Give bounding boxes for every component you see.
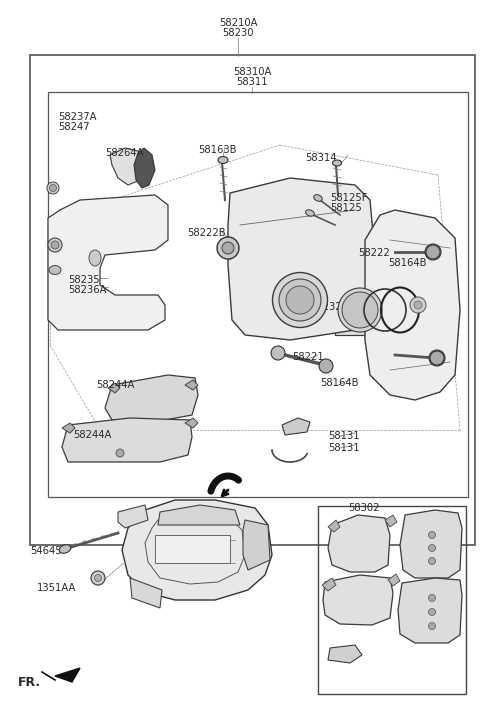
Text: 58233: 58233 [338, 313, 370, 323]
Polygon shape [400, 510, 462, 578]
Polygon shape [118, 505, 148, 528]
Polygon shape [158, 505, 240, 525]
Text: 58310A: 58310A [233, 67, 271, 77]
Polygon shape [62, 418, 192, 462]
Polygon shape [55, 668, 80, 682]
Ellipse shape [273, 272, 327, 328]
Bar [30, 55, 475, 545]
Circle shape [410, 297, 426, 313]
Polygon shape [185, 380, 198, 390]
Bar [120, 390, 185, 412]
Text: 58222B: 58222B [187, 228, 226, 238]
Text: 58222: 58222 [358, 248, 390, 258]
Ellipse shape [338, 288, 382, 332]
Ellipse shape [59, 545, 71, 553]
Circle shape [414, 301, 422, 309]
Text: 58247: 58247 [58, 122, 90, 132]
Text: 58164B: 58164B [320, 378, 359, 388]
Text: 58125F: 58125F [330, 193, 368, 203]
Circle shape [429, 608, 435, 615]
Text: 58235: 58235 [68, 275, 100, 285]
Text: 54645: 54645 [30, 546, 61, 556]
Ellipse shape [426, 245, 440, 259]
Bar [155, 535, 230, 563]
Polygon shape [322, 578, 336, 591]
Polygon shape [134, 148, 155, 188]
Ellipse shape [314, 195, 322, 201]
Polygon shape [62, 423, 75, 433]
Text: 58244A: 58244A [73, 430, 111, 440]
Polygon shape [105, 375, 198, 420]
Text: 58237A: 58237A [58, 112, 96, 122]
Polygon shape [130, 578, 162, 608]
Polygon shape [48, 195, 168, 330]
Text: 58213: 58213 [295, 290, 326, 300]
Ellipse shape [279, 279, 321, 321]
Polygon shape [108, 383, 120, 393]
Polygon shape [122, 500, 272, 600]
Text: 58311: 58311 [236, 77, 268, 87]
Circle shape [49, 184, 57, 191]
Ellipse shape [89, 250, 101, 266]
Polygon shape [110, 148, 148, 185]
Ellipse shape [333, 160, 341, 166]
Polygon shape [328, 645, 362, 663]
Circle shape [116, 449, 124, 457]
Text: 58232: 58232 [310, 302, 342, 312]
Circle shape [425, 244, 441, 260]
Text: 58164B: 58164B [388, 258, 427, 268]
Ellipse shape [306, 210, 314, 216]
Text: 58210A: 58210A [219, 18, 257, 28]
Circle shape [429, 350, 445, 366]
Polygon shape [328, 520, 340, 532]
Text: 1351AA: 1351AA [37, 583, 76, 593]
Polygon shape [228, 178, 375, 340]
Polygon shape [185, 418, 198, 428]
Text: 58230: 58230 [222, 28, 254, 38]
Ellipse shape [286, 286, 314, 314]
Text: 58264A: 58264A [105, 148, 144, 158]
Ellipse shape [342, 292, 378, 328]
Text: FR.: FR. [18, 676, 41, 689]
Polygon shape [282, 418, 310, 435]
Polygon shape [243, 520, 270, 570]
Bar [318, 506, 466, 694]
Ellipse shape [218, 157, 228, 164]
Polygon shape [328, 515, 390, 572]
Text: 58236A: 58236A [68, 285, 107, 295]
Circle shape [51, 241, 59, 249]
Polygon shape [398, 578, 462, 643]
Circle shape [91, 571, 105, 585]
Bar [80, 430, 175, 455]
Text: 58131: 58131 [328, 431, 360, 441]
Circle shape [429, 532, 435, 539]
Text: 58314: 58314 [305, 153, 336, 163]
Circle shape [429, 557, 435, 564]
Text: 58221: 58221 [292, 352, 324, 362]
Text: 58125: 58125 [330, 203, 362, 213]
Bar [335, 285, 385, 335]
Text: 58163B: 58163B [198, 145, 237, 155]
Circle shape [95, 574, 101, 581]
Text: 58131: 58131 [328, 443, 360, 453]
Circle shape [48, 238, 62, 252]
Circle shape [271, 346, 285, 360]
Text: 58244A: 58244A [96, 380, 134, 390]
Polygon shape [323, 575, 393, 625]
Circle shape [47, 182, 59, 194]
Text: 58302: 58302 [348, 503, 380, 513]
Polygon shape [388, 574, 400, 586]
Circle shape [429, 545, 435, 552]
Polygon shape [385, 515, 397, 527]
Ellipse shape [430, 351, 444, 365]
Circle shape [429, 595, 435, 601]
Polygon shape [365, 210, 460, 400]
Circle shape [222, 242, 234, 254]
Circle shape [217, 237, 239, 259]
Ellipse shape [49, 265, 61, 274]
Circle shape [429, 623, 435, 630]
Circle shape [319, 359, 333, 373]
Bar [48, 92, 468, 497]
